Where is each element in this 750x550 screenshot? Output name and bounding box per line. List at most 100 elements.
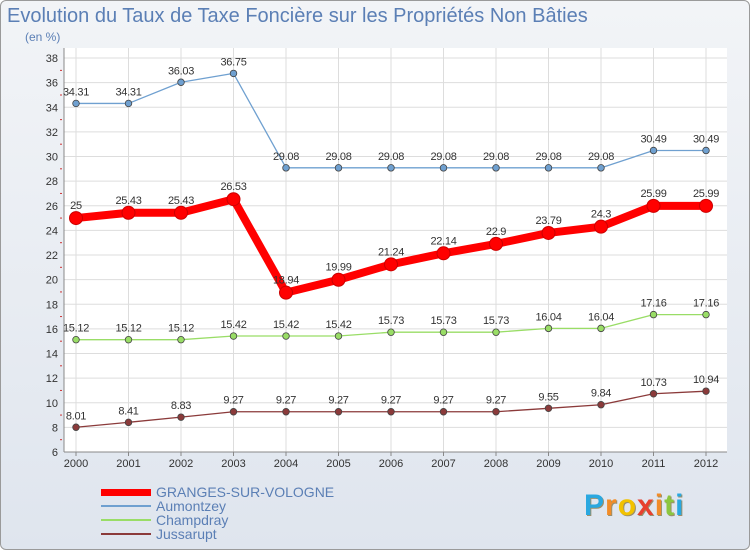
- legend-label-jussarupt: Jussarupt: [156, 526, 217, 542]
- data-point: [334, 408, 343, 416]
- logo-letter: t: [664, 489, 676, 522]
- data-label: 9.27: [486, 395, 506, 407]
- data-label: 29.08: [325, 151, 351, 163]
- data-point: [597, 324, 605, 333]
- chart-subtitle: (en %): [25, 30, 61, 44]
- x-tick-label: 2004: [274, 458, 298, 470]
- data-point: [331, 272, 346, 287]
- legend-item-aumontzey: Aumontzey: [101, 499, 334, 513]
- logo-letter: x: [637, 489, 655, 522]
- data-label: 10.73: [640, 377, 666, 389]
- data-label: 9.55: [538, 391, 558, 403]
- data-point: [177, 78, 185, 86]
- data-point: [177, 413, 185, 421]
- legend-label-granges: GRANGES-SUR-VOLOGNE: [156, 484, 335, 500]
- y-tick-label: 24: [46, 225, 58, 237]
- data-label: 15.12: [115, 323, 141, 335]
- data-point: [229, 69, 238, 78]
- logo-letter: P: [584, 489, 606, 522]
- data-point: [72, 99, 80, 108]
- x-tick-label: 2006: [379, 458, 403, 470]
- data-label: 8.01: [66, 410, 86, 422]
- data-label: 29.08: [273, 151, 299, 163]
- legend-label-aumontzey: Aumontzey: [156, 498, 227, 514]
- y-tick-label: 22: [46, 250, 58, 262]
- data-point: [124, 418, 133, 427]
- data-label: 25.43: [168, 195, 194, 207]
- logo-letter: o: [617, 489, 638, 522]
- data-label: 17.16: [640, 298, 666, 310]
- data-label: 25.99: [640, 188, 666, 200]
- legend-item-jussarupt: Jussarupt: [101, 527, 334, 541]
- logo-letter: i: [654, 489, 665, 522]
- data-point: [439, 328, 448, 336]
- data-label: 15.42: [273, 319, 299, 331]
- data-point: [279, 285, 293, 300]
- data-point: [229, 408, 238, 416]
- data-label: 18.94: [273, 275, 299, 287]
- y-tick-label: 26: [46, 201, 58, 213]
- data-label: 30.49: [640, 133, 666, 145]
- data-label: 15.73: [483, 315, 509, 327]
- data-point: [229, 332, 238, 340]
- y-tick-label: 28: [46, 176, 58, 188]
- data-label: 23.79: [535, 215, 561, 227]
- data-label: 30.49: [693, 133, 719, 145]
- data-label: 19.99: [325, 262, 351, 274]
- data-point: [439, 408, 448, 416]
- data-label: 16.04: [535, 311, 561, 323]
- data-point: [282, 408, 290, 416]
- data-label: 29.08: [588, 151, 614, 163]
- data-point: [121, 205, 136, 220]
- x-tick-label: 2002: [169, 458, 193, 470]
- data-point: [597, 164, 605, 172]
- data-point: [282, 332, 290, 340]
- x-tick-label: 2010: [589, 458, 613, 470]
- data-point: [174, 205, 188, 220]
- y-tick-label: 8: [52, 422, 58, 434]
- data-point: [649, 390, 658, 398]
- data-point: [439, 164, 448, 172]
- data-label: 25: [70, 200, 82, 212]
- data-point: [387, 408, 395, 416]
- legend-swatch-granges: [101, 488, 151, 496]
- data-point: [699, 198, 713, 213]
- y-tick-label: 34: [46, 102, 58, 114]
- x-tick-label: 2003: [221, 458, 245, 470]
- y-tick-label: 16: [46, 324, 58, 336]
- x-tick-label: 2008: [484, 458, 508, 470]
- data-label: 9.84: [591, 388, 611, 400]
- y-tick-label: 6: [52, 447, 58, 459]
- data-point: [597, 401, 605, 409]
- data-label: 36.03: [168, 65, 194, 77]
- data-label: 15.42: [325, 319, 351, 331]
- data-point: [387, 328, 395, 336]
- data-point: [492, 164, 500, 172]
- data-label: 29.08: [430, 151, 456, 163]
- data-label: 9.27: [328, 395, 348, 407]
- data-point: [544, 324, 553, 333]
- data-point: [544, 404, 553, 412]
- data-label: 10.94: [693, 374, 719, 386]
- y-tick-label: 38: [46, 53, 58, 65]
- data-label: 22.9: [486, 226, 506, 238]
- y-tick-label: 14: [46, 349, 58, 361]
- x-tick-label: 2001: [116, 458, 140, 470]
- y-tick-label: 32: [46, 127, 58, 139]
- data-point: [282, 164, 290, 172]
- data-point: [334, 164, 343, 172]
- data-label: 15.12: [63, 323, 89, 335]
- x-tick-label: 2007: [431, 458, 455, 470]
- chart-title: Evolution du Taux de Taxe Foncière sur l…: [7, 5, 588, 27]
- x-tick-label: 2000: [64, 458, 88, 470]
- data-label: 16.04: [588, 311, 614, 323]
- data-label: 25.99: [693, 188, 719, 200]
- data-point: [702, 310, 710, 319]
- data-label: 22.14: [430, 235, 456, 247]
- data-label: 36.75: [220, 56, 246, 68]
- data-label: 34.31: [115, 86, 141, 98]
- data-label: 9.27: [276, 395, 296, 407]
- logo-letter: i: [675, 489, 685, 522]
- data-point: [541, 225, 556, 240]
